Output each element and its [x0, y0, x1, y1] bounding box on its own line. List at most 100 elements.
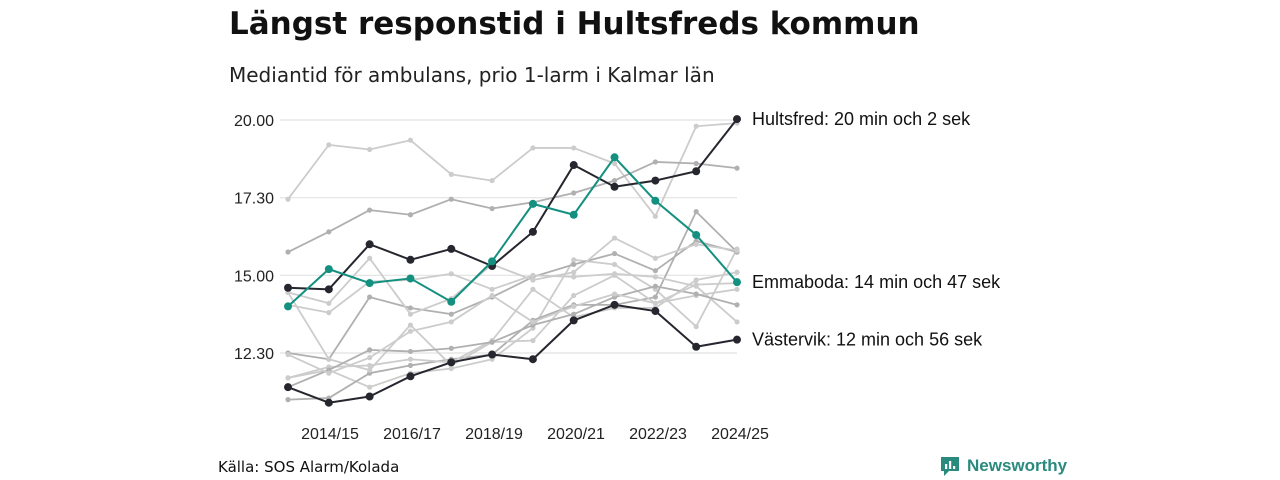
data-point: [489, 205, 495, 212]
data-point: [326, 300, 332, 306]
data-point: [407, 305, 414, 311]
data-point: [651, 196, 660, 205]
data-point: [367, 255, 373, 261]
data-point: [530, 286, 536, 292]
data-point: [734, 269, 740, 275]
data-point: [569, 316, 578, 325]
data-point: [611, 160, 618, 167]
data-point: [733, 115, 741, 124]
grid-lines: [280, 119, 737, 354]
data-point: [326, 229, 332, 235]
y-axis-labels: 12.30 15.00 17.30 20.00: [234, 113, 274, 363]
x-axis-labels: 2014/15 2016/17 2018/19 2020/21 2022/23 2024/…: [301, 426, 769, 443]
y-tick-label: 20.00: [234, 113, 274, 130]
data-point: [571, 257, 577, 263]
series-line-other: [287, 285, 738, 389]
end-label-västervik: Västervik: 12 min och 56 sek: [752, 330, 983, 350]
data-point: [571, 261, 577, 268]
series-line-other: [287, 271, 738, 379]
series-line-västervik: [287, 303, 738, 404]
data-point: [693, 277, 699, 283]
brand-name: Newsworthy: [967, 456, 1068, 475]
data-point: [530, 277, 536, 283]
highlighted-series: [284, 115, 741, 407]
data-point: [569, 161, 578, 170]
data-point: [734, 286, 740, 292]
y-tick-label: 12.30: [234, 346, 274, 363]
data-point: [367, 207, 373, 213]
data-point: [447, 358, 456, 367]
data-point: [367, 367, 373, 373]
data-point: [324, 265, 333, 274]
data-point: [448, 345, 454, 351]
data-point: [528, 199, 537, 208]
data-point: [571, 145, 577, 151]
data-point: [407, 212, 414, 218]
data-point: [611, 272, 618, 278]
data-point: [406, 274, 415, 283]
data-point: [324, 398, 333, 407]
data-point: [528, 355, 537, 364]
data-point: [488, 350, 497, 359]
data-point: [693, 323, 699, 330]
data-point: [365, 392, 374, 401]
series-line-other: [287, 122, 738, 218]
end-labels: Hultsfred: 20 min och 2 sek Emmaboda: 14 …: [752, 109, 1001, 350]
data-point: [285, 375, 291, 381]
x-tick-label: 2022/23: [629, 426, 687, 443]
data-point: [733, 278, 741, 287]
x-tick-label: 2016/17: [383, 426, 441, 443]
data-point: [652, 159, 658, 165]
chart-subtitle: Mediantid för ambulans, prio 1-larm i Ka…: [229, 63, 715, 87]
brand-logo: Newsworthy: [939, 455, 1067, 477]
data-point: [285, 351, 291, 358]
data-point: [530, 272, 536, 278]
data-point: [692, 230, 701, 239]
data-point: [326, 142, 332, 148]
data-point: [447, 297, 456, 306]
data-point: [326, 356, 332, 362]
x-tick-label: 2024/25: [711, 426, 769, 443]
end-label-hultsfred: Hultsfred: 20 min och 2 sek: [752, 109, 971, 129]
data-point: [692, 342, 701, 351]
newsworthy-icon: [941, 457, 959, 476]
data-point: [407, 356, 414, 362]
y-tick-label: 15.00: [234, 268, 274, 285]
data-point: [367, 347, 373, 353]
source-note: Källa: SOS Alarm/Kolada: [218, 458, 400, 476]
data-point: [693, 123, 699, 129]
data-point: [734, 319, 740, 325]
data-point: [611, 261, 618, 268]
series-line-other: [287, 248, 738, 389]
series-line-other: [287, 272, 738, 323]
data-point: [489, 339, 495, 345]
data-point: [528, 227, 537, 236]
data-point: [571, 311, 577, 317]
data-point: [284, 383, 292, 392]
data-point: [448, 311, 454, 317]
data-point: [365, 279, 374, 288]
x-tick-label: 2014/15: [301, 426, 359, 443]
data-point: [611, 250, 618, 257]
data-point: [693, 282, 699, 288]
data-point: [652, 213, 658, 219]
data-point: [448, 319, 454, 325]
series-line-hultsfred: [287, 118, 738, 291]
data-point: [693, 291, 699, 297]
data-point: [285, 196, 291, 202]
data-point: [367, 362, 373, 369]
data-point: [488, 257, 497, 266]
series-line-other: [287, 240, 738, 361]
data-point: [284, 283, 292, 292]
end-label-emmaboda: Emmaboda: 14 min och 47 sek: [752, 272, 1001, 292]
series-line-other: [287, 161, 738, 253]
data-point: [489, 177, 495, 184]
y-tick-label: 17.30: [234, 191, 274, 208]
data-point: [407, 328, 414, 334]
series-line-other: [287, 237, 738, 316]
data-point: [447, 244, 456, 253]
data-point: [569, 210, 578, 219]
data-point: [652, 294, 658, 300]
data-point: [407, 137, 414, 143]
series-line-emmaboda: [287, 156, 738, 308]
